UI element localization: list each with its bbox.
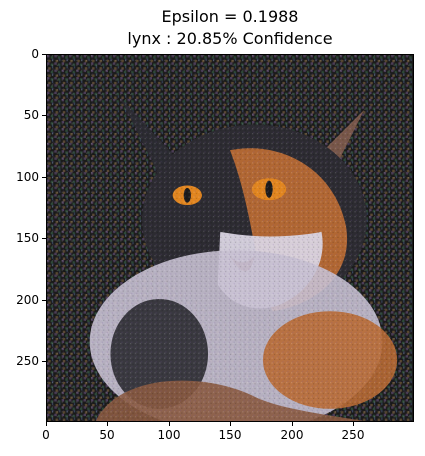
x-tick-label: 250 (341, 428, 365, 442)
x-tick-mark (230, 422, 231, 426)
y-tick-label: 100 (16, 170, 39, 184)
x-tick-mark (353, 422, 354, 426)
y-tick-label: 50 (23, 108, 39, 122)
x-tick-label: 100 (157, 428, 181, 442)
chart-title-line-2: lynx : 20.85% Confidence (127, 29, 333, 48)
y-tick-mark (42, 300, 46, 301)
adversarial-cat-image (47, 55, 413, 421)
plot-area (46, 54, 414, 422)
y-tick-mark (42, 238, 46, 239)
chart-title-line-1: Epsilon = 0.1988 (161, 7, 299, 26)
y-tick-label: 150 (16, 231, 39, 245)
adversarial-noise-overlay (47, 55, 413, 421)
y-tick-mark (42, 54, 46, 55)
y-tick-mark (42, 361, 46, 362)
y-tick-mark (42, 115, 46, 116)
x-tick-label: 0 (42, 428, 50, 442)
x-tick-mark (46, 422, 47, 426)
y-tick-label: 250 (16, 354, 39, 368)
y-tick-label: 0 (31, 47, 39, 61)
x-tick-mark (169, 422, 170, 426)
x-tick-label: 200 (280, 428, 304, 442)
x-tick-label: 150 (218, 428, 242, 442)
x-tick-mark (292, 422, 293, 426)
y-tick-mark (42, 177, 46, 178)
x-tick-mark (107, 422, 108, 426)
x-tick-label: 50 (99, 428, 115, 442)
y-tick-label: 200 (16, 293, 39, 307)
